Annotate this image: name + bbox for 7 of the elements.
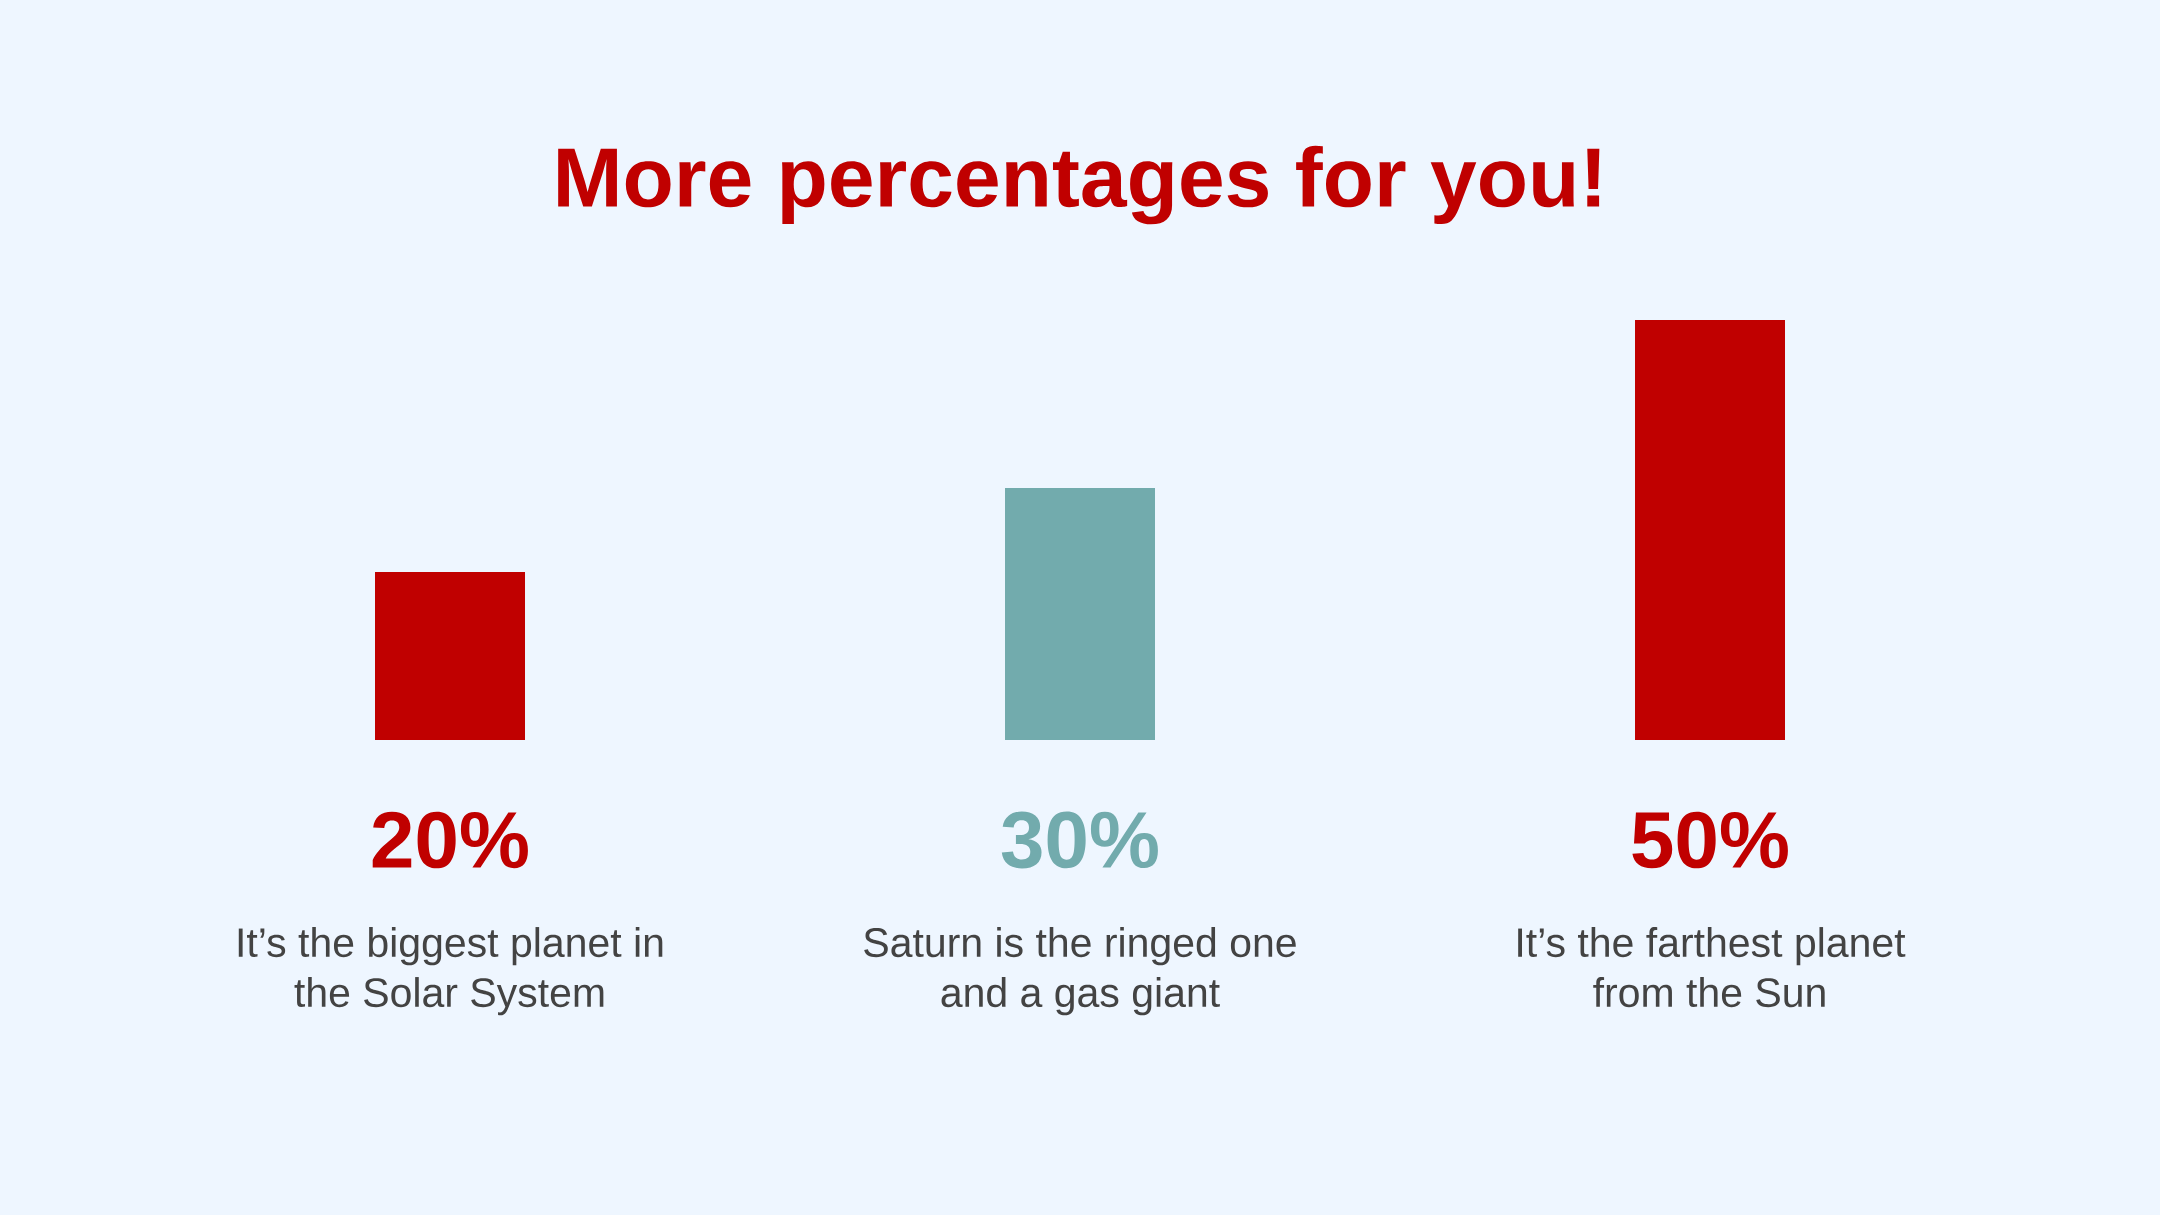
x-tick-label: It’s the farthest planet from the Sun <box>1518 927 1906 1008</box>
data-label: 30% <box>1001 811 1158 869</box>
data-label: 20% <box>372 811 528 869</box>
data-label: 50% <box>1632 811 1788 869</box>
x-tick-label: It’s the biggest planet in the Solar System <box>238 927 663 1016</box>
x-tick-label: Saturn is the ringed one and a gas giant <box>864 927 1296 1016</box>
chart-title: More percentages for you! <box>558 145 1600 225</box>
